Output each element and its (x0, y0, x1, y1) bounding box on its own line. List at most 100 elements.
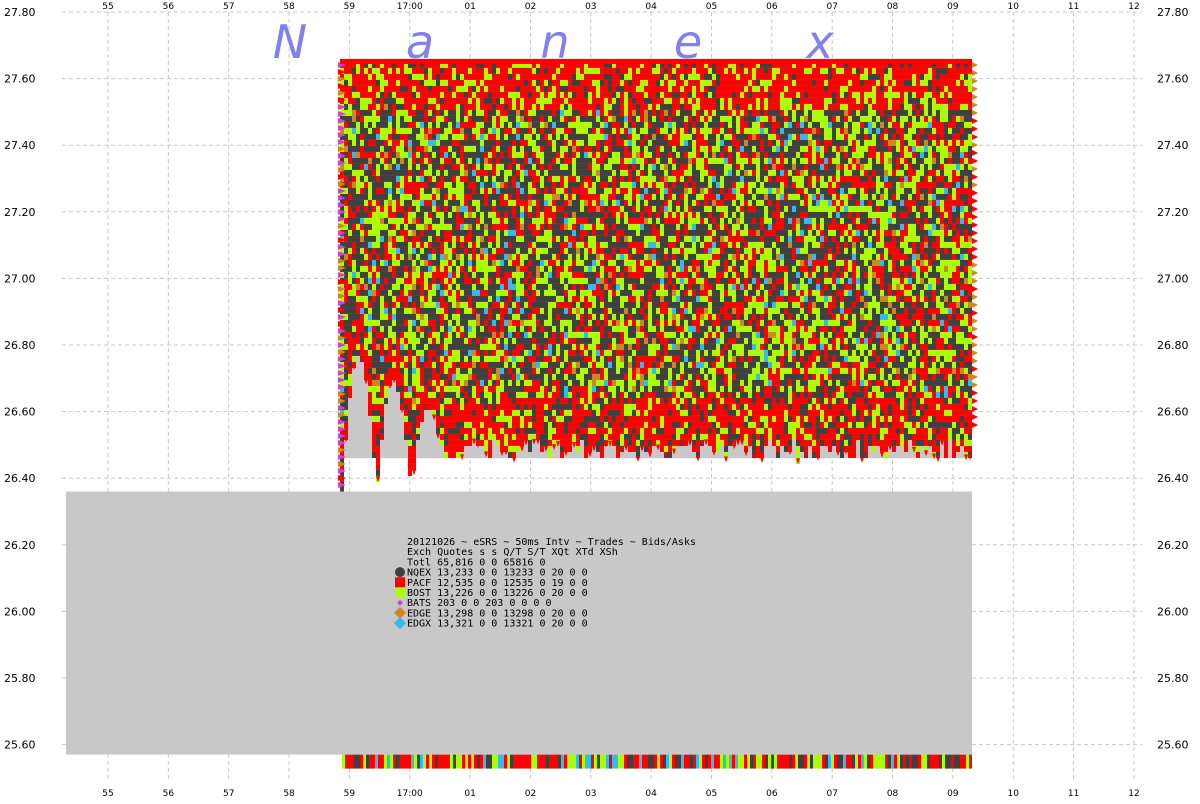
quote-marker (560, 170, 564, 176)
quote-marker (640, 386, 644, 392)
quote-marker (580, 68, 584, 74)
quote-marker (392, 194, 396, 200)
quote-marker (532, 104, 536, 110)
quote-marker (616, 296, 620, 302)
quote-marker (592, 206, 596, 212)
quote-marker (640, 146, 644, 152)
quote-marker (616, 200, 620, 206)
quote-marker (448, 356, 452, 362)
quote-marker (576, 224, 580, 230)
quote-marker (560, 224, 564, 230)
quote-marker (456, 164, 460, 170)
quote-marker (592, 362, 596, 368)
quote-marker (356, 296, 360, 302)
quote-marker (608, 290, 612, 296)
quote-marker (648, 116, 652, 122)
quote-marker (376, 380, 380, 386)
quote-marker (580, 206, 584, 212)
quote-marker (448, 218, 452, 224)
quote-marker (472, 284, 476, 290)
quote-marker (456, 356, 460, 362)
quote-marker (524, 278, 528, 284)
quote-marker (508, 356, 512, 362)
quote-marker (572, 134, 576, 140)
quote-marker (464, 332, 468, 338)
quote-marker (628, 98, 632, 104)
quote-marker (508, 164, 512, 170)
quote-marker (632, 152, 636, 158)
quote-marker (396, 320, 400, 326)
quote-marker (372, 122, 376, 128)
quote-marker (420, 74, 424, 80)
quote-marker (636, 344, 640, 350)
quote-marker (424, 368, 428, 374)
quote-marker (496, 290, 500, 296)
quote-marker (552, 290, 556, 296)
quote-marker (428, 116, 432, 122)
quote-marker (508, 296, 512, 302)
quote-marker (516, 380, 520, 386)
quote-marker (452, 410, 456, 416)
quote-marker (604, 338, 608, 344)
quote-marker (504, 86, 508, 92)
quote-marker (540, 440, 544, 446)
quote-marker (592, 356, 596, 362)
quote-marker (552, 140, 556, 146)
quote-marker (464, 386, 468, 392)
quote-marker (468, 338, 472, 344)
quote-marker (480, 86, 484, 92)
quote-marker (564, 266, 568, 272)
quote-marker (500, 416, 504, 422)
quote-marker (428, 338, 432, 344)
quote-marker (552, 116, 556, 122)
quote-marker (380, 428, 384, 434)
quote-marker (564, 278, 568, 284)
quote-marker (584, 410, 588, 416)
quote-marker (412, 266, 416, 272)
quote-marker (616, 446, 620, 452)
quote-marker (420, 308, 424, 314)
quote-marker (548, 356, 552, 362)
quote-marker (540, 314, 544, 320)
quote-marker (456, 302, 460, 308)
quote-marker (372, 92, 376, 98)
quote-marker (372, 254, 376, 260)
quote-marker (528, 440, 532, 446)
quote-marker (580, 362, 584, 368)
quote-marker (488, 440, 492, 446)
quote-marker (368, 356, 372, 362)
quote-marker (436, 338, 440, 344)
quote-marker (576, 116, 580, 122)
quote-marker (600, 260, 604, 266)
quote-marker (604, 170, 608, 176)
quote-marker (396, 188, 400, 194)
quote-marker (420, 212, 424, 218)
quote-marker (548, 350, 552, 356)
quote-marker (496, 386, 500, 392)
quote-marker (596, 146, 600, 152)
quote-marker (528, 134, 532, 140)
quote-marker (580, 344, 584, 350)
quote-marker (532, 392, 536, 398)
quote-marker (376, 368, 380, 374)
quote-marker (524, 428, 528, 434)
quote-marker (416, 428, 420, 434)
quote-marker (568, 236, 572, 242)
quote-marker (468, 164, 472, 170)
quote-marker (436, 416, 440, 422)
quote-marker (484, 380, 488, 386)
quote-marker (516, 302, 520, 308)
quote-marker (460, 398, 464, 404)
quote-marker (524, 194, 528, 200)
quote-marker (616, 290, 620, 296)
quote-marker (620, 122, 624, 128)
quote-marker (576, 176, 580, 182)
quote-marker (444, 86, 448, 92)
quote-marker (368, 368, 372, 374)
quote-marker (500, 122, 504, 128)
quote-marker (596, 248, 600, 254)
quote-marker (548, 434, 552, 440)
quote-marker (548, 410, 552, 416)
quote-marker (448, 224, 452, 230)
quote-marker (480, 212, 484, 218)
